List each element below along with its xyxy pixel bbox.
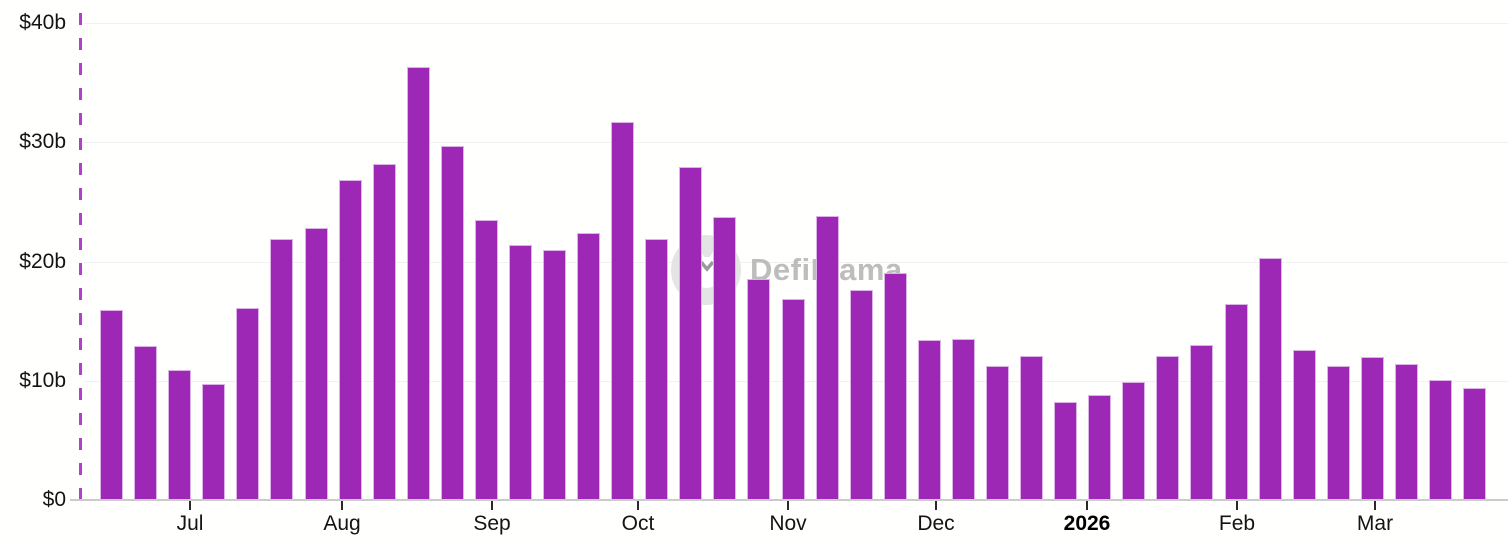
bar[interactable]	[815, 216, 839, 500]
bar[interactable]	[1088, 395, 1112, 500]
bar[interactable]	[372, 163, 396, 500]
x-axis-line	[70, 499, 1508, 501]
bar[interactable]	[747, 279, 771, 500]
bar[interactable]	[474, 219, 498, 500]
bar[interactable]	[951, 339, 975, 500]
bar[interactable]	[883, 273, 907, 500]
x-axis-tick-label: Mar	[1356, 512, 1394, 535]
bar[interactable]	[1224, 304, 1248, 500]
bar[interactable]	[543, 249, 566, 500]
bar[interactable]	[202, 384, 226, 500]
x-axis-tick-label: Nov	[769, 512, 807, 535]
bar[interactable]	[508, 244, 532, 500]
bar[interactable]	[1428, 379, 1452, 500]
x-axis-tick-mark	[1086, 501, 1088, 510]
bar[interactable]	[406, 67, 430, 500]
bar[interactable]	[1326, 366, 1350, 500]
x-axis-tick-mark	[491, 501, 493, 510]
bar[interactable]	[577, 232, 601, 500]
y-axis-tick-label: $40b	[19, 11, 66, 34]
x-axis-tick-mark	[1236, 501, 1238, 510]
bar[interactable]	[781, 298, 805, 500]
bar[interactable]	[1122, 381, 1146, 500]
bar[interactable]	[1360, 356, 1384, 500]
y-gridline	[84, 23, 1508, 24]
bar[interactable]	[270, 238, 294, 500]
bar[interactable]	[440, 145, 464, 500]
x-axis-tick-mark	[341, 501, 343, 510]
x-axis-tick-label: Feb	[1218, 512, 1256, 535]
bar[interactable]	[1190, 345, 1214, 500]
x-axis-tick-mark	[1374, 501, 1376, 510]
bar[interactable]	[1020, 355, 1043, 500]
bar[interactable]	[1054, 402, 1078, 500]
bar[interactable]	[986, 366, 1009, 500]
y-axis-tick-label: $10b	[19, 368, 66, 392]
x-axis-tick-mark	[935, 501, 937, 510]
bar[interactable]	[1463, 387, 1486, 500]
bar[interactable]	[713, 217, 737, 500]
bar[interactable]	[611, 122, 635, 500]
bar[interactable]	[338, 180, 362, 500]
bar[interactable]	[168, 370, 192, 500]
bar[interactable]	[134, 346, 158, 500]
x-axis-tick-mark	[637, 501, 639, 510]
y-gridline	[84, 142, 1508, 144]
bar[interactable]	[1258, 257, 1282, 500]
x-axis-tick-label: Dec	[917, 512, 955, 535]
bar[interactable]	[304, 228, 328, 500]
x-axis-tick-label: Jul	[176, 512, 204, 535]
x-axis-tick-label: Aug	[323, 512, 361, 535]
bar[interactable]	[1292, 349, 1316, 500]
axis-start-dashed-line	[79, 13, 82, 500]
bar[interactable]	[1156, 355, 1180, 500]
x-axis-tick-mark	[189, 501, 191, 510]
bar[interactable]	[679, 167, 703, 500]
y-gridline	[84, 261, 1508, 263]
bar[interactable]	[236, 308, 260, 500]
y-axis-tick-label: $0	[42, 488, 66, 511]
y-axis-tick-label: $20b	[19, 249, 66, 273]
x-axis-tick-label: 2026	[1063, 512, 1111, 535]
bar[interactable]	[917, 340, 941, 500]
x-axis-tick-mark	[787, 501, 789, 510]
bar[interactable]	[849, 290, 873, 500]
bar[interactable]	[645, 238, 669, 500]
x-axis-tick-label: Sep	[473, 512, 511, 535]
bar[interactable]	[100, 310, 123, 500]
x-axis-tick-label: Oct	[621, 512, 655, 535]
y-axis-tick-label: $30b	[19, 130, 66, 154]
bar[interactable]	[1394, 364, 1418, 500]
